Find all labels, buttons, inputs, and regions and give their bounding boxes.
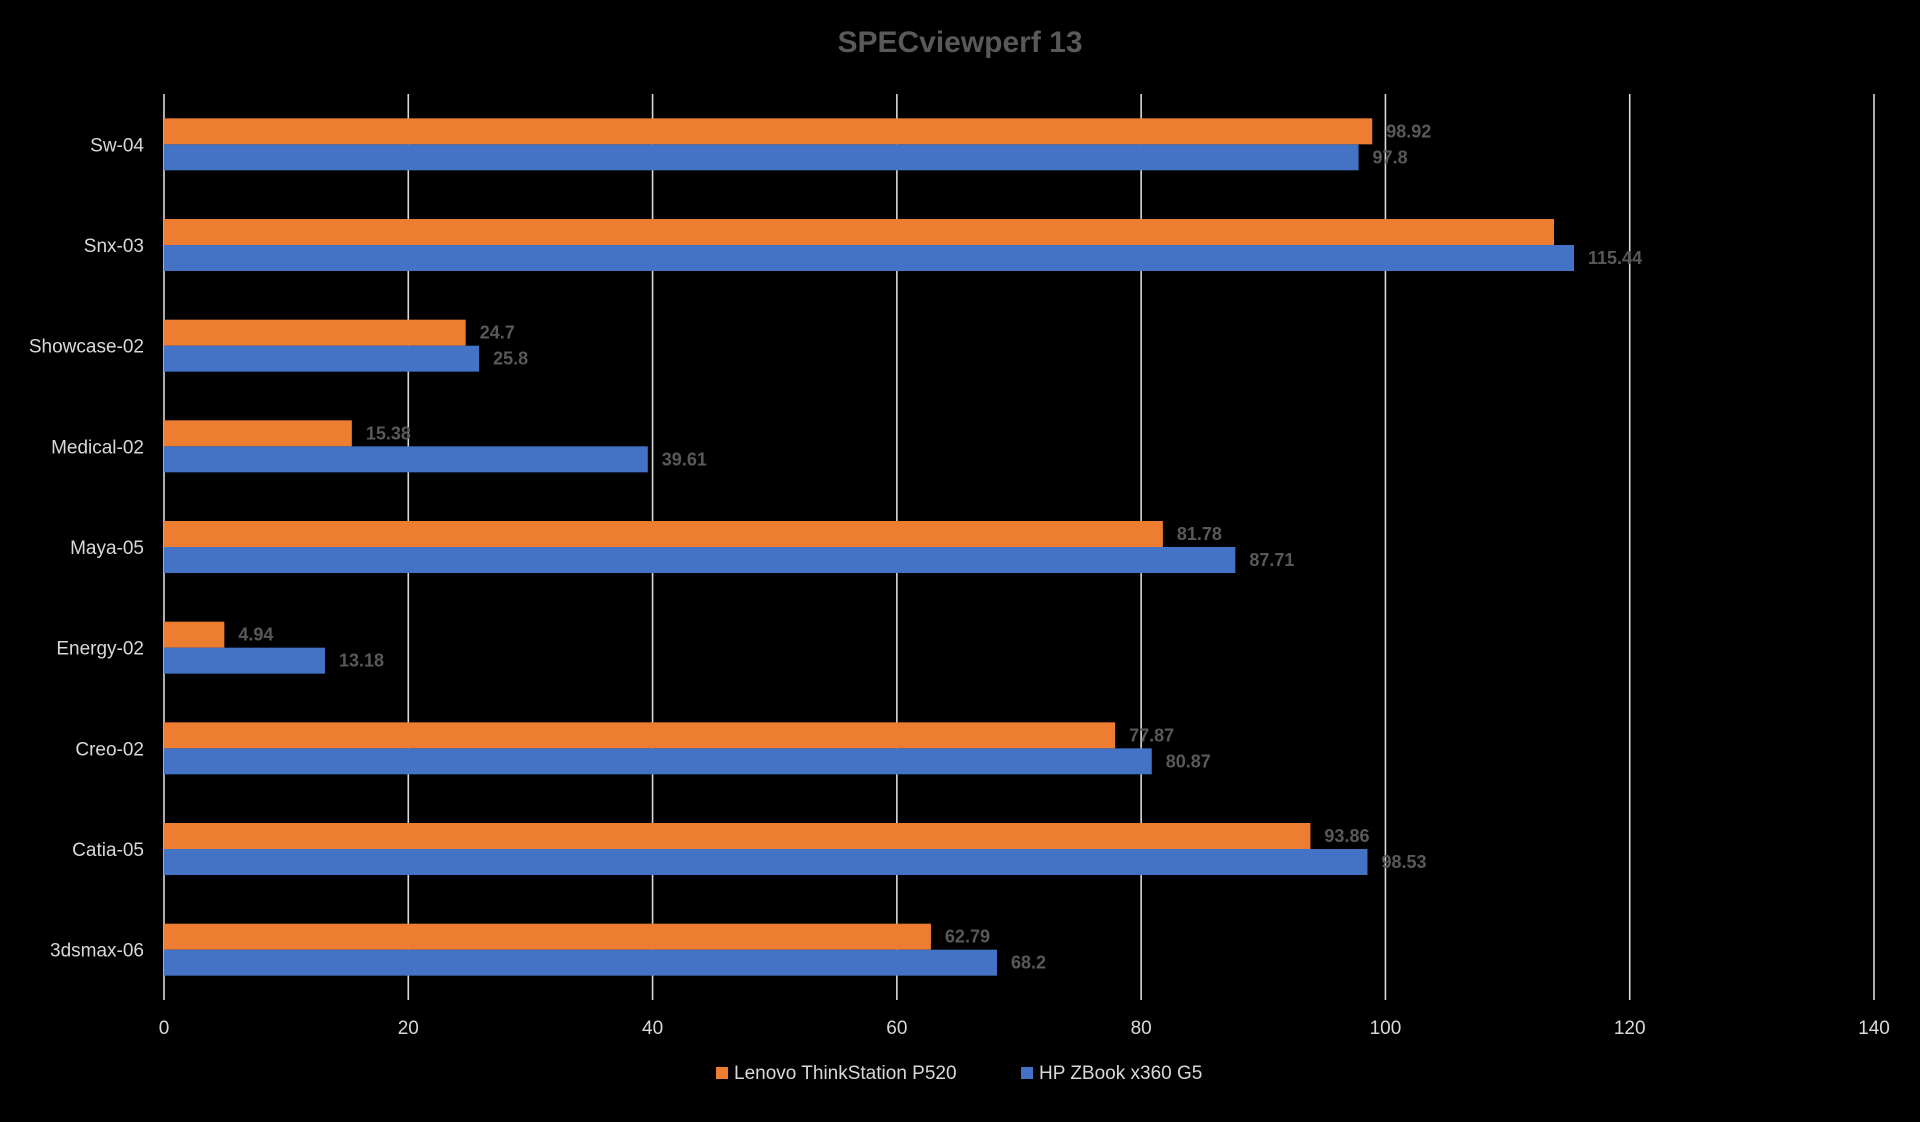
data-label: 98.53 xyxy=(1381,852,1426,872)
category-label: Snx-03 xyxy=(84,236,144,257)
x-tick-label: 60 xyxy=(886,1018,907,1039)
bar-series-1 xyxy=(164,923,931,950)
category-label: Showcase-02 xyxy=(29,337,144,358)
legend-label: HP ZBook x360 G5 xyxy=(1039,1063,1202,1084)
bar-series-1 xyxy=(164,823,1311,849)
chart-title: SPECviewperf 13 xyxy=(837,26,1082,59)
bar-series-2 xyxy=(164,849,1368,875)
x-tick-label: 140 xyxy=(1858,1018,1890,1039)
x-tick-label: 40 xyxy=(642,1018,663,1039)
category-label: Maya-05 xyxy=(70,538,144,559)
data-label: 80.87 xyxy=(1166,751,1211,771)
data-label: 68.2 xyxy=(1011,953,1046,973)
bar-series-2 xyxy=(164,345,480,372)
data-label: 62.79 xyxy=(945,927,990,947)
data-label: 13.18 xyxy=(339,651,384,671)
data-label: 81.78 xyxy=(1177,524,1222,544)
x-tick-label: 0 xyxy=(159,1018,170,1039)
data-label: 15.38 xyxy=(366,423,411,443)
labels: Sw-04 98.92 97.8 Snx-03 115.44 Showcase-02 24.… xyxy=(29,121,1642,972)
category-label: Energy-02 xyxy=(56,639,144,660)
data-label: 97.8 xyxy=(1373,147,1408,167)
category-label: Catia-05 xyxy=(72,840,144,861)
data-label: 25.8 xyxy=(493,349,528,369)
data-label: 115.44 xyxy=(1588,248,1642,268)
data-label: 39.61 xyxy=(662,449,707,469)
data-label: 77.87 xyxy=(1129,725,1174,745)
bar-series-1 xyxy=(164,420,352,447)
x-tick-label: 120 xyxy=(1614,1018,1646,1039)
bar-series-2 xyxy=(164,949,998,976)
bar-series-1 xyxy=(164,118,1373,145)
bar-series-2 xyxy=(164,647,325,674)
legend-swatch xyxy=(716,1067,728,1079)
bars xyxy=(164,118,1575,976)
data-label: 87.71 xyxy=(1249,550,1294,570)
bar-series-1 xyxy=(164,521,1163,547)
bar-series-1 xyxy=(164,722,1116,749)
x-tick-label: 20 xyxy=(398,1018,419,1039)
legend-label: Lenovo ThinkStation P520 xyxy=(734,1063,957,1084)
category-label: 3dsmax-06 xyxy=(50,941,144,962)
bar-series-1 xyxy=(164,319,466,346)
category-label: Sw-04 xyxy=(90,135,144,156)
bar-series-2 xyxy=(164,547,1236,573)
data-label: 93.86 xyxy=(1324,826,1369,846)
bar-series-2 xyxy=(164,245,1575,271)
data-label: 24.7 xyxy=(480,323,515,343)
category-label: Medical-02 xyxy=(51,437,144,458)
legend-swatch xyxy=(1021,1067,1033,1079)
bar-series-2 xyxy=(164,446,648,473)
data-label: 4.94 xyxy=(238,625,273,645)
bar-series-2 xyxy=(164,748,1152,775)
x-tick-label: 100 xyxy=(1370,1018,1402,1039)
legend: Lenovo ThinkStation P520 HP ZBook x360 G5 xyxy=(716,1063,1202,1084)
bar-series-2 xyxy=(164,144,1359,171)
bar-series-1 xyxy=(164,219,1554,245)
data-label: 98.92 xyxy=(1386,121,1431,141)
x-tick-label: 80 xyxy=(1131,1018,1152,1039)
bar-series-1 xyxy=(164,621,225,648)
category-label: Creo-02 xyxy=(75,739,144,760)
